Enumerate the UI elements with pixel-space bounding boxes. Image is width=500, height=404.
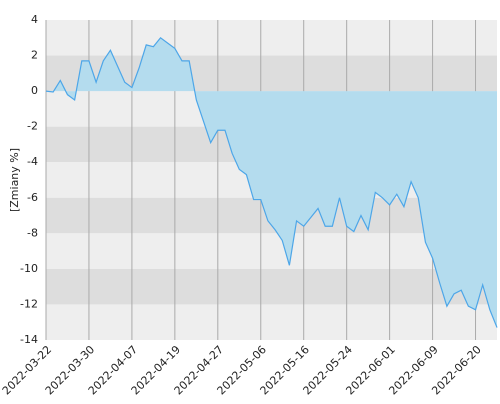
- grid-band: [46, 304, 497, 340]
- y-tick-label: 4: [31, 13, 38, 26]
- y-tick-label: -14: [20, 333, 38, 346]
- y-axis-label: [Zmiany %]: [8, 148, 21, 212]
- y-tick-label: 0: [31, 84, 38, 97]
- y-tick-label: -6: [27, 191, 38, 204]
- y-tick-label: -8: [27, 226, 38, 239]
- y-tick-label: -12: [20, 297, 38, 310]
- y-tick-label: -2: [27, 120, 38, 133]
- grid-band: [46, 20, 497, 56]
- y-tick-label: -4: [27, 155, 38, 168]
- grid-band: [46, 268, 497, 305]
- y-tick-label: -10: [20, 262, 38, 275]
- y-tick-label: 2: [31, 49, 38, 62]
- area: [46, 37, 497, 328]
- grid-band: [46, 233, 497, 269]
- line: [45, 36, 498, 328]
